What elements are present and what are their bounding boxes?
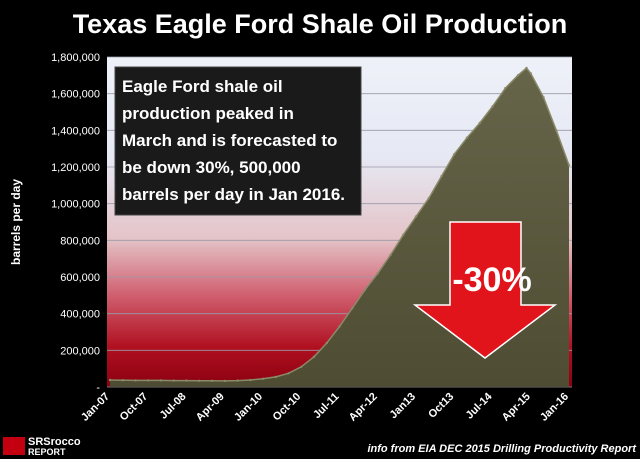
data-point	[491, 105, 494, 108]
data-point	[198, 379, 201, 382]
y-tick-label: -	[96, 382, 100, 394]
data-point	[453, 153, 456, 156]
y-tick-label: 1,000,000	[51, 199, 100, 211]
annotation-line: Eagle Ford shale oil	[122, 77, 283, 96]
annotation-box: Eagle Ford shale oil production peaked in…	[114, 66, 362, 216]
x-tick-label: Oct-10	[271, 391, 304, 424]
data-point	[414, 215, 418, 218]
data-point	[287, 372, 290, 375]
data-point	[351, 307, 354, 310]
data-point	[223, 379, 226, 383]
annotation-text: Eagle Ford shale oil production peaked in…	[122, 77, 345, 204]
x-tick-label: Apr-09	[194, 391, 227, 424]
data-point	[172, 379, 175, 382]
data-point	[555, 129, 558, 132]
x-tick-label: Jan-10	[232, 391, 265, 424]
source-note: info from EIA DEC 2015 Drilling Producti…	[367, 443, 637, 455]
y-tick-label: 800,000	[60, 235, 100, 247]
x-tick-label: Oct-07	[118, 391, 151, 424]
y-tick-label: 1,600,000	[51, 89, 100, 101]
x-tick-label: Apr-12	[347, 391, 380, 424]
data-point	[376, 272, 379, 275]
decline-arrow: -30%	[412, 221, 558, 359]
data-point	[210, 379, 214, 382]
data-point	[249, 378, 252, 382]
data-point	[525, 66, 528, 70]
data-point	[402, 233, 405, 236]
x-tick-label: Jul-08	[158, 391, 189, 422]
data-point	[478, 121, 481, 125]
data-point	[516, 74, 520, 77]
data-point	[108, 378, 112, 382]
data-point	[261, 377, 265, 380]
data-point	[312, 355, 316, 358]
data-point	[427, 197, 430, 200]
x-tick-label: Jan-07	[79, 391, 112, 424]
production-line	[109, 66, 570, 382]
data-point	[389, 253, 392, 257]
y-tick-label: 1,200,000	[51, 162, 100, 174]
x-tick-label: Oct13	[426, 391, 456, 421]
data-point	[529, 72, 532, 75]
x-tick-label: Jan13	[388, 391, 419, 422]
decline-arrow-shape	[412, 221, 558, 359]
y-tick-label: 1,800,000	[51, 52, 100, 64]
data-point	[121, 379, 125, 382]
data-point	[338, 325, 341, 328]
logo: SRSrocco REPORT	[3, 436, 81, 457]
data-point	[236, 379, 239, 382]
y-tick-label: 400,000	[60, 309, 100, 321]
data-point	[134, 379, 137, 382]
x-axis-ticks: Jan-07 Oct-07 Jul-08 Apr-09 Jan-10 Oct-10 Jul-…	[79, 390, 571, 424]
data-point	[567, 164, 571, 167]
y-axis-label: barrels per day	[9, 179, 23, 265]
data-point	[274, 375, 277, 379]
data-point	[147, 379, 150, 382]
logo-line1: SRSrocco	[28, 436, 81, 448]
y-tick-label: 600,000	[60, 272, 100, 284]
annotation-line: be down 30%, 500,000	[122, 158, 301, 177]
x-tick-label: Jul-11	[311, 391, 342, 422]
chart-title: Texas Eagle Ford Shale Oil Production	[73, 9, 568, 39]
annotation-line: barrels per day in Jan 2016.	[122, 185, 345, 204]
data-point	[300, 365, 303, 368]
data-point	[504, 87, 507, 90]
y-tick-label: 1,400,000	[51, 125, 100, 137]
data-point	[159, 379, 163, 382]
y-tick-label: 200,000	[60, 345, 100, 357]
annotation-line: production peaked in	[122, 104, 294, 123]
logo-icon	[3, 437, 25, 455]
logo-line2: REPORT	[28, 447, 66, 457]
data-point	[440, 175, 443, 178]
y-axis-ticks: - 200,000 400,000 600,000 800,000 1,000,000 1,…	[51, 52, 100, 394]
x-tick-label: Apr-15	[500, 391, 533, 424]
data-point	[325, 341, 328, 345]
decline-arrow-label: -30%	[452, 261, 531, 299]
x-tick-label: Jan-16	[538, 391, 571, 424]
annotation-box-background	[114, 66, 362, 216]
annotation-line: March and is forecasted to	[122, 131, 337, 150]
data-point	[542, 96, 545, 99]
x-tick-label: Jul-14	[464, 390, 496, 422]
data-point	[363, 288, 367, 291]
data-point	[185, 379, 188, 382]
data-point	[465, 136, 469, 139]
